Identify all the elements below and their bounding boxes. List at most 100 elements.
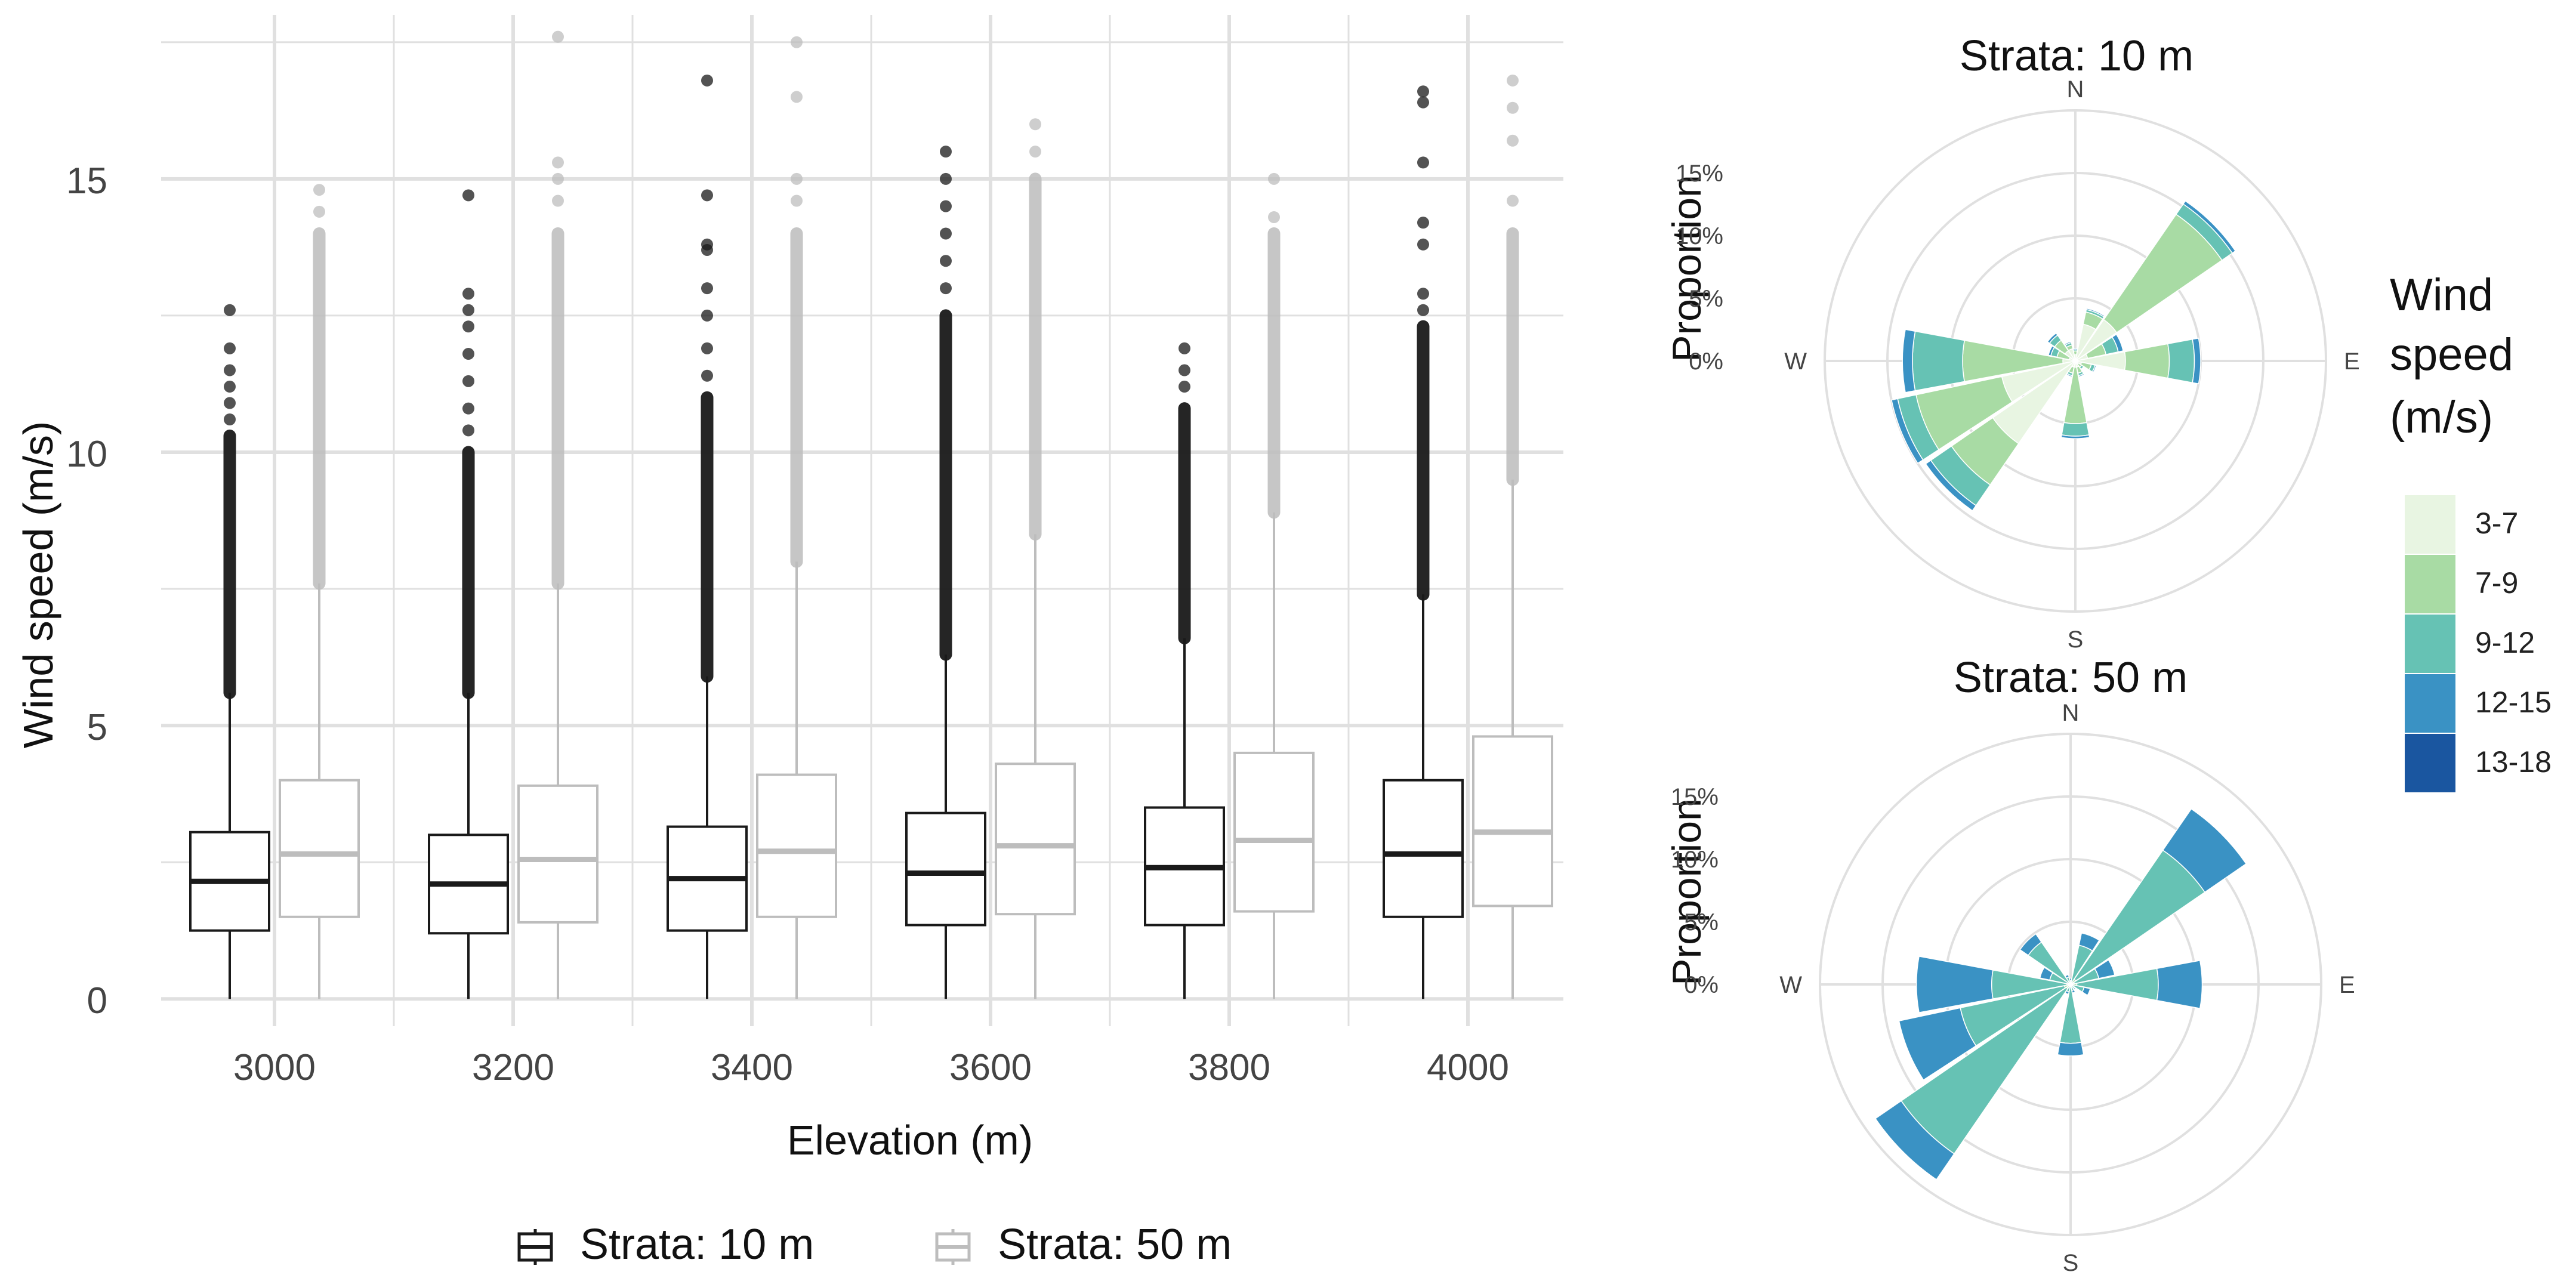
outlier-point (791, 91, 803, 103)
x-tick-label: 3000 (233, 1047, 316, 1088)
compass-label-E: E (2339, 972, 2355, 998)
box-body (905, 811, 986, 927)
wind-speed-legend: Wind speed (m/s) 3-7 7-9 9-12 12-15 13-18 (2390, 270, 2552, 792)
x-tick-label: 4000 (1427, 1047, 1509, 1088)
rose-bar-7-9 (2124, 343, 2170, 379)
box-body (1383, 779, 1464, 918)
box-body (279, 779, 360, 918)
outlier-point (462, 402, 474, 415)
compass-label-N: N (2067, 76, 2084, 103)
outlier-point (224, 413, 236, 425)
wind-legend-swatch (2405, 495, 2455, 554)
rose-bar-9-12 (2061, 422, 2090, 437)
legend-label-strata-10: Strata: 10 m (580, 1221, 814, 1268)
boxplot-panel: 0 5 10 15 3000 3200 3400 3600 3800 4000 Wind spee… (15, 15, 1563, 1268)
compass-label-W: W (1779, 972, 1802, 998)
outlier-point (1179, 342, 1190, 354)
rose-bar-12-15 (1925, 459, 1977, 511)
rose-bar-12-15 (1915, 956, 1994, 1013)
compass-label-S: S (2063, 1250, 2079, 1275)
outlier-point (701, 74, 713, 87)
x-tick-label: 3400 (711, 1047, 793, 1088)
wind-legend-label: 7-9 (2475, 566, 2518, 600)
outlier-point (940, 282, 952, 295)
rose-bar-12-15 (2078, 932, 2100, 952)
radial-tick-label: 5% (1689, 286, 1723, 312)
outlier-point (462, 288, 474, 300)
wind-legend-title-line-1: Wind (2390, 270, 2493, 320)
wind-rose-grid (1819, 733, 2322, 1236)
legend-key-strata-50 (935, 1229, 971, 1265)
boxplot-gridlines (161, 15, 1563, 1026)
rose-bar-12-15 (2086, 307, 2106, 318)
outlier-point (1507, 101, 1519, 114)
outlier-point (224, 342, 236, 354)
outlier-point (224, 304, 236, 316)
rose-bar-12-15 (2091, 365, 2097, 373)
rose-bar-12-15 (1898, 1007, 1977, 1081)
outlier-point (701, 369, 713, 382)
rose-bar-12-15 (2063, 341, 2072, 346)
outlier-point (224, 364, 236, 376)
rose-bar-12-15 (2094, 959, 2115, 979)
outlier-point (940, 146, 952, 158)
x-axis-label: Elevation (m) (787, 1117, 1033, 1163)
rose-bar-12-15 (2192, 337, 2201, 385)
outlier-point (701, 342, 713, 354)
radial-tick-label: 15% (1676, 160, 1723, 187)
box-body (1233, 751, 1315, 913)
outlier-point (462, 304, 474, 316)
outlier-point (1417, 288, 1429, 300)
outlier-point (1268, 172, 1280, 185)
radial-tick-label: 10% (1676, 223, 1723, 249)
outlier-point (1029, 146, 1041, 158)
outlier-point (701, 282, 713, 295)
wind-rose-strata-10: Strata: 10 m Proportion 0% 5% 10% 15% N E S W (1664, 32, 2360, 653)
wind-legend-title-line-2: speed (2390, 329, 2513, 380)
y-tick-label: 10 (66, 434, 107, 475)
wind-legend-swatch (2405, 674, 2455, 733)
outlier-point (940, 255, 952, 267)
rose-bar-12-15 (2064, 974, 2070, 979)
radial-tick-label: 5% (1684, 909, 1719, 936)
rose-bar-12-15 (2060, 434, 2090, 439)
radial-tick-label: 0% (1684, 972, 1719, 998)
outlier-point (462, 348, 474, 360)
wind-rose-ylabel: Proportion (1664, 175, 1710, 362)
boxplot-boxes (189, 479, 1553, 999)
outlier-point (1417, 304, 1429, 316)
outlier-point (1417, 96, 1429, 109)
wind-rose-bars (1874, 808, 2247, 1181)
rose-bar-12-15 (1874, 1100, 1955, 1181)
wind-legend-swatch (2405, 734, 2455, 792)
outlier-point (552, 156, 564, 169)
outlier-point (940, 172, 952, 185)
box-body (1472, 735, 1553, 907)
outlier-point (940, 227, 952, 240)
rose-bar-12-15 (2019, 933, 2043, 956)
wind-rose-labels: 0% 5% 10% 15% N E S W (1676, 76, 2360, 653)
box-body (517, 784, 599, 924)
outlier-point (791, 36, 803, 48)
rose-bar-12-15 (2047, 345, 2055, 357)
wind-rose-title: Strata: 50 m (1954, 654, 2188, 702)
rose-bar-12-15 (2047, 332, 2059, 344)
outlier-point (313, 184, 325, 196)
rose-bar-12-15 (2072, 348, 2078, 351)
wind-legend-label: 9-12 (2475, 626, 2535, 659)
outlier-point (224, 397, 236, 409)
outlier-point (224, 381, 236, 393)
wind-legend-label: 13-18 (2475, 745, 2552, 779)
radial-tick-label: 10% (1671, 847, 1719, 873)
rose-bar-12-15 (2057, 1042, 2084, 1057)
y-axis-label: Wind speed (m/s) (15, 421, 61, 748)
y-tick-label: 5 (87, 707, 107, 748)
boxplot-legend: Strata: 10 m Strata: 50 m (517, 1221, 1232, 1268)
outlier-point (1507, 74, 1519, 87)
wind-rose-ylabel: Proportion (1664, 798, 1710, 986)
outlier-point (1417, 217, 1429, 229)
wind-rose-strata-50: Strata: 50 m Proportion 0% 5% 10% 15% N E S W (1664, 654, 2355, 1275)
legend-key-strata-10 (517, 1229, 553, 1265)
outlier-point (552, 172, 564, 185)
